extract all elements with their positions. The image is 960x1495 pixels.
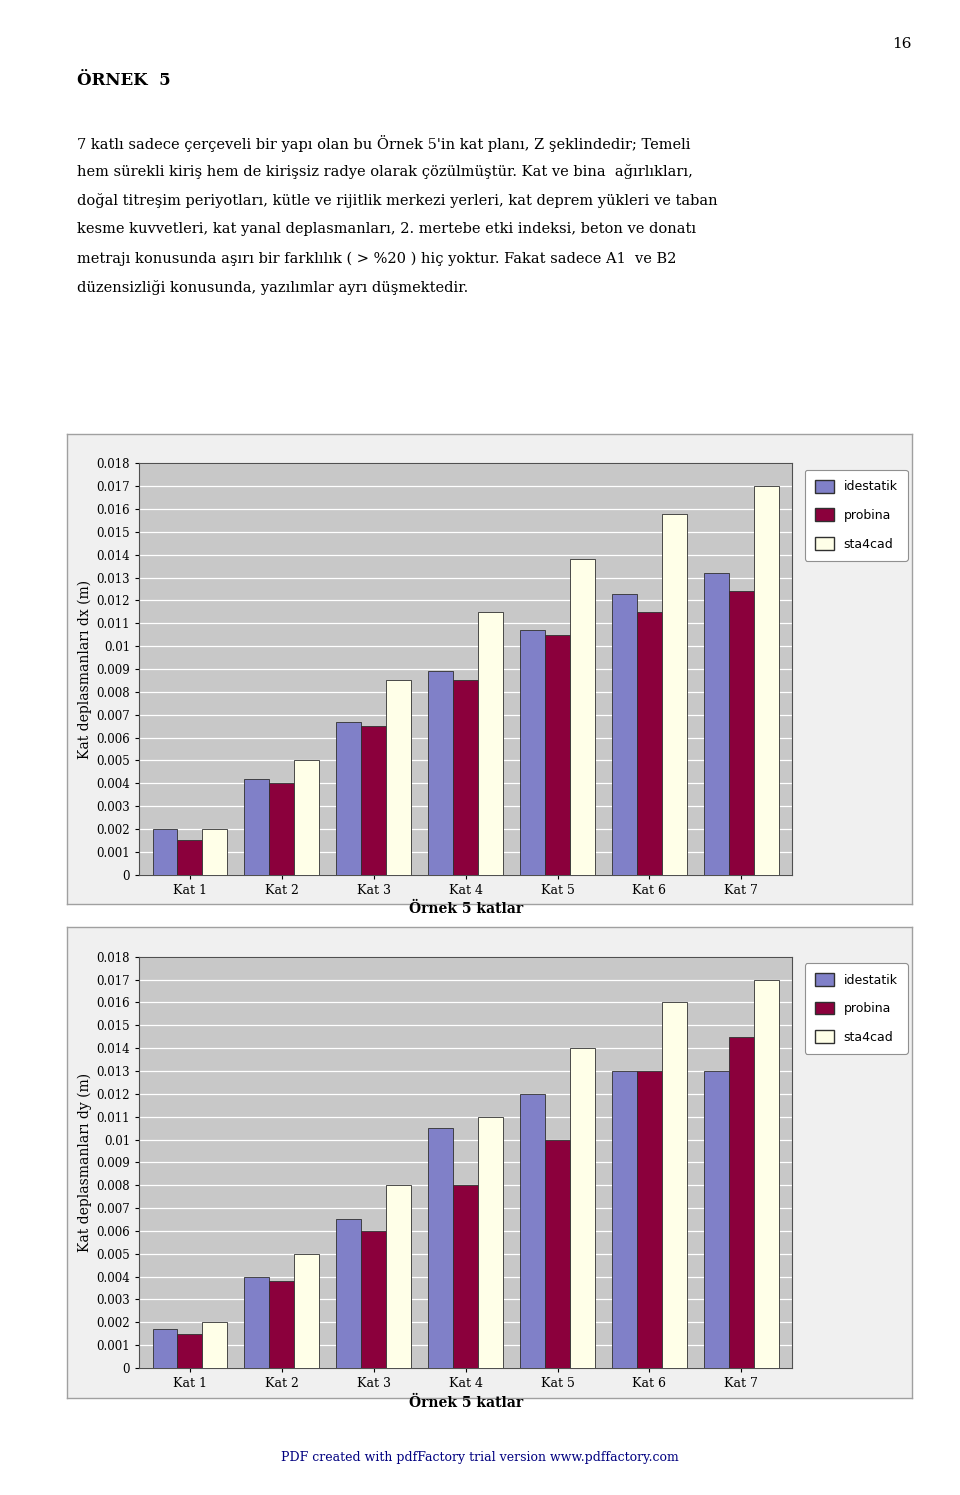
Bar [545,1139,570,1368]
Bar [153,1329,178,1368]
Bar [520,631,545,875]
Y-axis label: Kat deplasmanları dy (m): Kat deplasmanları dy (m) [78,1073,92,1251]
Bar [245,1277,270,1368]
Text: hem sürekli kiriş hem de kirişsiz radye olarak çözülmüştür. Kat ve bina  ağırlık: hem sürekli kiriş hem de kirişsiz radye … [77,163,693,179]
Text: ÖRNEK  5: ÖRNEK 5 [77,72,171,88]
Bar [612,1070,637,1368]
Text: düzensizliği konusunda, yazılımlar ayrı düşmektedir.: düzensizliği konusunda, yazılımlar ayrı … [77,281,468,296]
Bar [478,611,503,875]
Bar [336,1220,361,1368]
Text: 16: 16 [893,37,912,51]
Bar [294,761,319,875]
Bar [245,779,270,875]
Bar [637,1070,661,1368]
Bar [453,680,478,875]
Y-axis label: Kat deplasmanları dx (m): Kat deplasmanları dx (m) [78,580,92,758]
Bar [478,1117,503,1368]
Bar [705,1070,729,1368]
Bar [428,671,453,875]
Bar [570,559,595,875]
Bar [705,573,729,875]
Text: doğal titreşim periyotları, kütle ve rijitlik merkezi yerleri, kat deprem yükler: doğal titreşim periyotları, kütle ve rij… [77,193,717,208]
Bar [153,828,178,875]
Text: PDF created with pdfFactory trial version www.pdffactory.com: PDF created with pdfFactory trial versio… [281,1452,679,1464]
Bar [612,594,637,875]
Bar [729,592,754,875]
Bar [386,1186,411,1368]
Legend: idestatik, probina, sta4cad: idestatik, probina, sta4cad [804,469,907,561]
Bar [570,1048,595,1368]
Bar [361,727,386,875]
Legend: idestatik, probina, sta4cad: idestatik, probina, sta4cad [804,963,907,1054]
Text: 7 katlı sadece çerçeveli bir yapı olan bu Örnek 5'in kat planı, Z şeklindedir; T: 7 katlı sadece çerçeveli bir yapı olan b… [77,135,690,151]
Bar [453,1186,478,1368]
Bar [754,486,779,875]
Bar [545,635,570,875]
Bar [270,1281,294,1368]
Bar [294,1254,319,1368]
Bar [754,979,779,1368]
Bar [203,828,227,875]
Bar [336,722,361,875]
Bar [520,1094,545,1368]
Bar [637,611,661,875]
Bar [661,1003,686,1368]
Bar [178,840,203,875]
X-axis label: Örnek 5 katlar: Örnek 5 katlar [409,1395,522,1410]
X-axis label: Örnek 5 katlar: Örnek 5 katlar [409,901,522,916]
Bar [270,783,294,875]
Bar [661,514,686,875]
Bar [386,680,411,875]
Bar [203,1322,227,1368]
Bar [361,1230,386,1368]
Bar [428,1129,453,1368]
Bar [178,1334,203,1368]
Text: metrajı konusunda aşırı bir farklılık ( > %20 ) hiç yoktur. Fakat sadece A1  ve : metrajı konusunda aşırı bir farklılık ( … [77,251,676,266]
Bar [729,1036,754,1368]
Text: kesme kuvvetleri, kat yanal deplasmanları, 2. mertebe etki indeksi, beton ve don: kesme kuvvetleri, kat yanal deplasmanlar… [77,221,696,236]
